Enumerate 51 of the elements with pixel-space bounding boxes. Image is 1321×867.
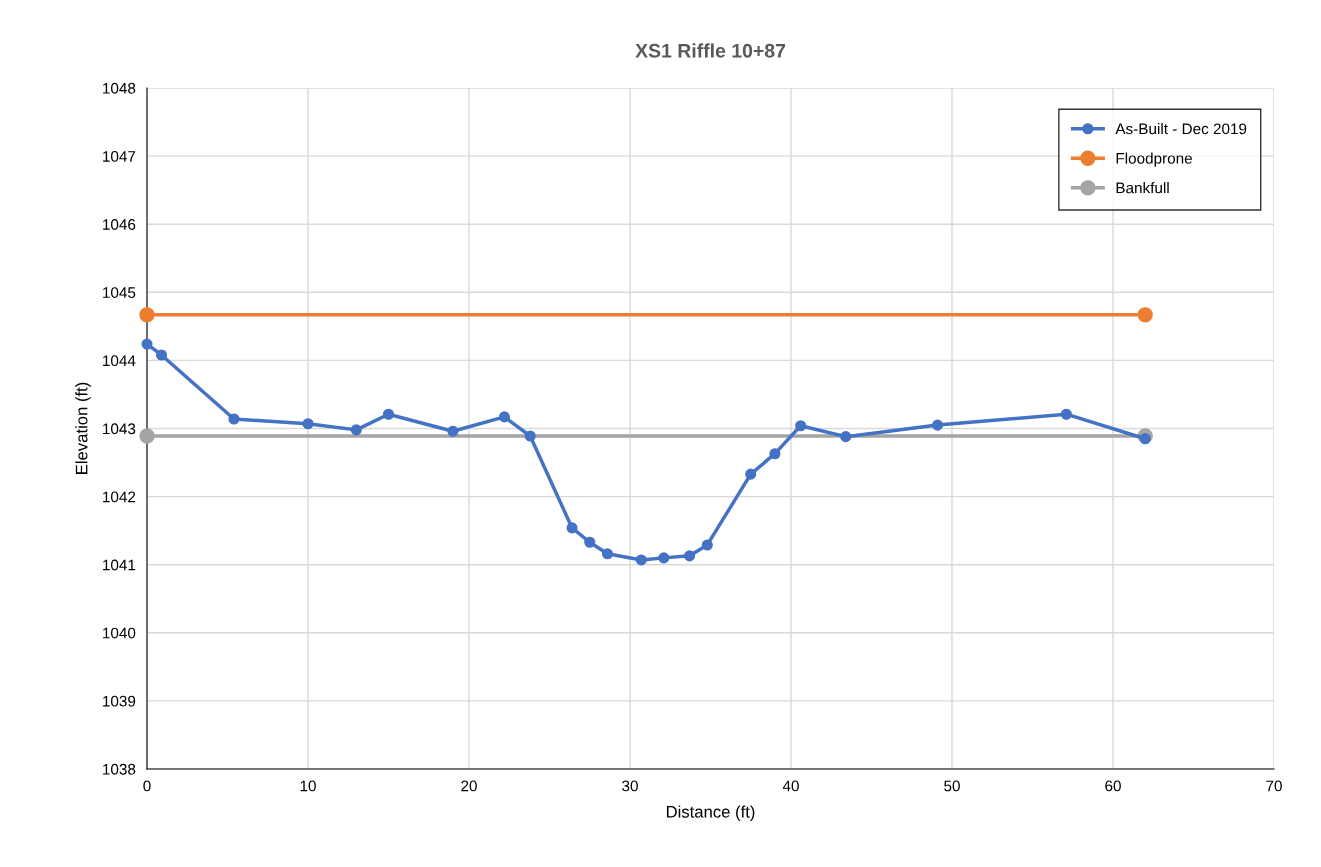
y-tick-label: 1047 <box>103 150 136 162</box>
point <box>601 548 614 560</box>
point <box>139 307 155 323</box>
legend-label: Bankfull <box>1116 182 1169 194</box>
y-axis-title: Elevation (ft) <box>75 382 91 474</box>
point <box>302 418 314 430</box>
x-tick-label: 70 <box>1266 780 1282 792</box>
point <box>1137 307 1153 323</box>
point <box>228 413 240 425</box>
point <box>795 420 807 432</box>
x-tick-label: 10 <box>300 780 316 792</box>
y-tick-label: 1046 <box>103 219 136 230</box>
legend-label: Floodprone <box>1116 152 1192 167</box>
point <box>382 408 395 420</box>
point <box>447 425 459 437</box>
point <box>658 552 670 564</box>
point <box>1060 408 1072 420</box>
y-tick-label: 1040 <box>103 627 136 639</box>
point <box>498 411 510 423</box>
point <box>350 424 362 436</box>
point <box>1139 433 1151 445</box>
point <box>155 349 168 361</box>
point <box>745 468 757 480</box>
x-tick-label: 20 <box>461 780 477 792</box>
y-tick-label: 1038 <box>103 763 136 775</box>
point <box>139 428 155 444</box>
y-tick-label: 1043 <box>103 423 136 435</box>
point <box>566 522 578 534</box>
x-tick-label: 60 <box>1105 780 1121 792</box>
chart-title: XS1 Riffle 10+87 <box>635 43 786 58</box>
y-tick-label: 1044 <box>103 355 136 367</box>
point <box>840 431 852 443</box>
point <box>635 554 647 566</box>
y-tick-label: 1042 <box>103 491 136 503</box>
y-tick-label: 1041 <box>103 559 136 571</box>
point <box>769 448 781 460</box>
x-tick-label: 30 <box>622 780 638 792</box>
point <box>684 550 696 562</box>
x-tick-label: 40 <box>782 780 799 792</box>
point <box>701 539 713 551</box>
x-tick-label: 0 <box>143 780 151 792</box>
x-tick-label: 50 <box>944 780 960 792</box>
point <box>584 536 596 548</box>
point <box>141 338 153 350</box>
x-axis-title: Distance (ft) <box>666 805 755 821</box>
legend-label: As-Built - Dec 2019 <box>1115 123 1247 135</box>
point <box>931 419 944 431</box>
y-tick-label: 1048 <box>103 82 136 94</box>
point <box>524 430 536 442</box>
y-tick-label: 1039 <box>103 695 136 707</box>
y-tick-label: 1045 <box>103 287 136 298</box>
